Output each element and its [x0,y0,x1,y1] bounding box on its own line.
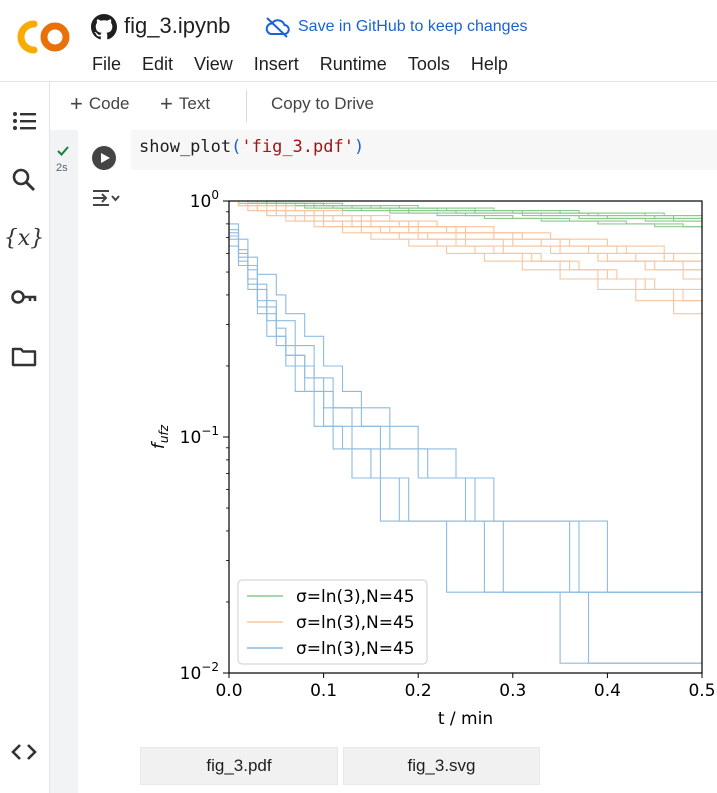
notebook-title[interactable]: fig_3.ipynb [124,13,231,38]
y-axis-label-subscript: ufz [157,424,171,443]
github-icon [91,14,117,40]
series-2-run-3 [229,245,702,664]
menu-runtime[interactable]: Runtime [319,54,387,74]
code-snippets-icon[interactable] [9,737,39,767]
y-tick-label: 100 [190,188,219,212]
x-tick-label: 0.5 [688,681,715,701]
series-1-run-8 [229,201,702,270]
menu-file[interactable]: File [92,54,122,74]
add-text-button[interactable]: + Text [160,91,211,116]
y-tick-base: 10 [190,192,212,212]
execution-time: 2s [56,162,68,174]
plus-icon: + [70,91,83,116]
legend-box [237,579,428,665]
x-tick-label: 0.2 [405,681,432,701]
colab-logo-icon[interactable] [14,18,72,56]
add-code-label: Code [88,94,130,113]
save-in-github-link[interactable]: Save in GitHub to keep changes [264,14,527,40]
legend: σ=ln(3),N=45 σ=ln(3),N=45 σ=ln(3),N=45 [237,579,428,665]
copy-to-drive-button[interactable]: Copy to Drive [271,94,374,114]
plus-icon: + [160,91,173,116]
top-header: fig_3.ipynb Save in GitHub to keep chang… [0,0,717,82]
legend-label: σ=ln(3),N=45 [296,639,415,659]
notebook-toolbar: + Code + Text Copy to Drive [50,82,717,130]
y-tick-exponent: −1 [201,424,219,438]
series-1-run-9 [229,201,702,295]
toolbar-divider [246,90,247,122]
series-0-run-6 [229,201,702,230]
download-svg-button[interactable]: fig_3.svg [343,747,540,785]
series-2-run-1 [229,238,702,664]
left-sidebar: {𝑥} [0,82,50,793]
y-axis-label-base: f [149,440,169,449]
menu-help[interactable]: Help [470,54,508,74]
copy-to-drive-label: Copy to Drive [271,94,374,113]
folder-icon[interactable] [9,341,39,371]
menu-view[interactable]: View [194,54,233,74]
key-icon[interactable] [9,282,39,312]
code-paren-close: ) [353,137,365,157]
pdf-file-label: fig_3.pdf [206,756,272,775]
search-icon[interactable] [9,165,39,195]
y-axis-label: fufz [149,424,171,449]
y-tick-label: 10−1 [180,424,219,448]
x-tick-label: 0.1 [310,681,337,701]
check-icon [57,146,69,156]
series-2-run-5 [229,235,702,593]
menu-tools[interactable]: Tools [407,54,450,74]
series-group [229,201,702,664]
y-tick-exponent: 0 [211,188,219,202]
menu-bar: File Edit View Insert Runtime Tools Help [92,52,529,76]
legend-label: σ=ln(3),N=45 [296,587,415,607]
cell-gutter [50,130,78,793]
code-function: show_plot [139,137,232,157]
y-tick-base: 10 [180,664,202,684]
menu-insert[interactable]: Insert [253,54,299,74]
y-tick-label: 10−2 [180,660,219,684]
code-string-arg: 'fig_3.pdf' [241,137,354,157]
series-1-run-7 [229,201,702,315]
add-text-label: Text [178,94,211,113]
y-tick-exponent: −2 [201,660,219,674]
save-link-label: Save in GitHub to keep changes [298,18,528,35]
series-1-run-2 [229,201,702,254]
run-icon[interactable] [91,145,117,171]
x-tick-label: 0.0 [215,681,242,701]
download-pdf-button[interactable]: fig_3.pdf [140,747,338,785]
code-editor[interactable]: show_plot('fig_3.pdf') [131,130,717,170]
code-line: show_plot('fig_3.pdf') [139,135,364,159]
x-tick-label: 0.3 [499,681,526,701]
output-toggle-icon[interactable] [91,186,121,210]
y-tick-base: 10 [180,428,202,448]
cloud-off-icon [265,17,290,38]
add-code-button[interactable]: + Code [70,91,130,116]
legend-label: σ=ln(3),N=45 [296,613,415,633]
code-paren-open: ( [231,137,242,157]
variables-icon[interactable]: {𝑥} [3,225,45,251]
x-axis-label: t / min [438,709,493,729]
toc-icon[interactable] [9,106,39,136]
menu-edit[interactable]: Edit [142,54,174,74]
x-tick-label: 0.4 [594,681,621,701]
svg-file-label: fig_3.svg [407,756,476,775]
series-0-run-7 [229,201,702,219]
